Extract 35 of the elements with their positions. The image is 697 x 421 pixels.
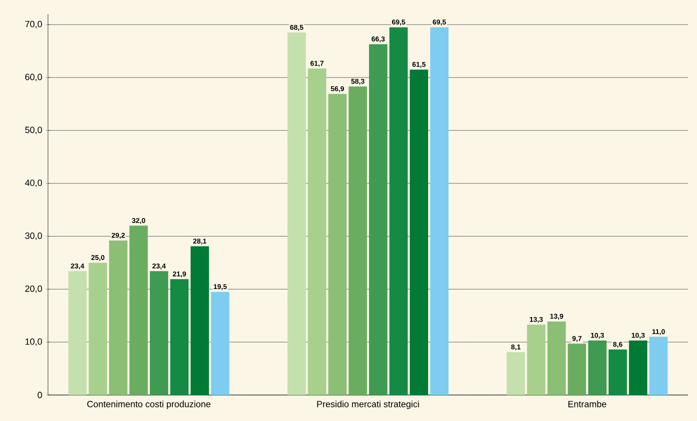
- bar: [649, 336, 668, 395]
- x-tick-label: Entrambe: [568, 400, 606, 408]
- bar: [308, 68, 326, 395]
- bar: [410, 70, 428, 395]
- bar: [527, 324, 546, 395]
- bar: [129, 226, 148, 395]
- bar: [608, 349, 627, 395]
- y-tick-label: 50,0: [25, 126, 42, 134]
- bar: [369, 44, 388, 395]
- bar: [190, 246, 209, 395]
- bar: [588, 340, 607, 395]
- bar: [547, 321, 566, 395]
- y-tick-label: 60,0: [25, 74, 42, 82]
- bar: [506, 352, 526, 395]
- y-tick-label: 20,0: [25, 285, 42, 293]
- y-tick-label: 10,0: [26, 338, 42, 346]
- bar: [170, 279, 189, 395]
- bar: [430, 27, 449, 395]
- bar: [109, 240, 128, 395]
- bar: [568, 344, 586, 395]
- bar: [287, 32, 306, 395]
- y-tick-label: 70,0: [25, 20, 42, 28]
- bar: [628, 340, 648, 395]
- bar: [88, 262, 108, 395]
- bar: [348, 86, 367, 395]
- bar: [68, 271, 87, 395]
- x-tick-label: Contenimento costi produzione: [87, 400, 210, 410]
- bar: [150, 271, 168, 395]
- x-tick-label: Presidio mercati strategici: [317, 400, 419, 410]
- bar: [210, 292, 230, 395]
- y-tick-label: 30,0: [25, 232, 42, 240]
- bar: [389, 27, 408, 395]
- y-tick-label: 0: [38, 392, 42, 398]
- y-tick-label: 40,0: [25, 180, 42, 188]
- bar: [328, 94, 347, 395]
